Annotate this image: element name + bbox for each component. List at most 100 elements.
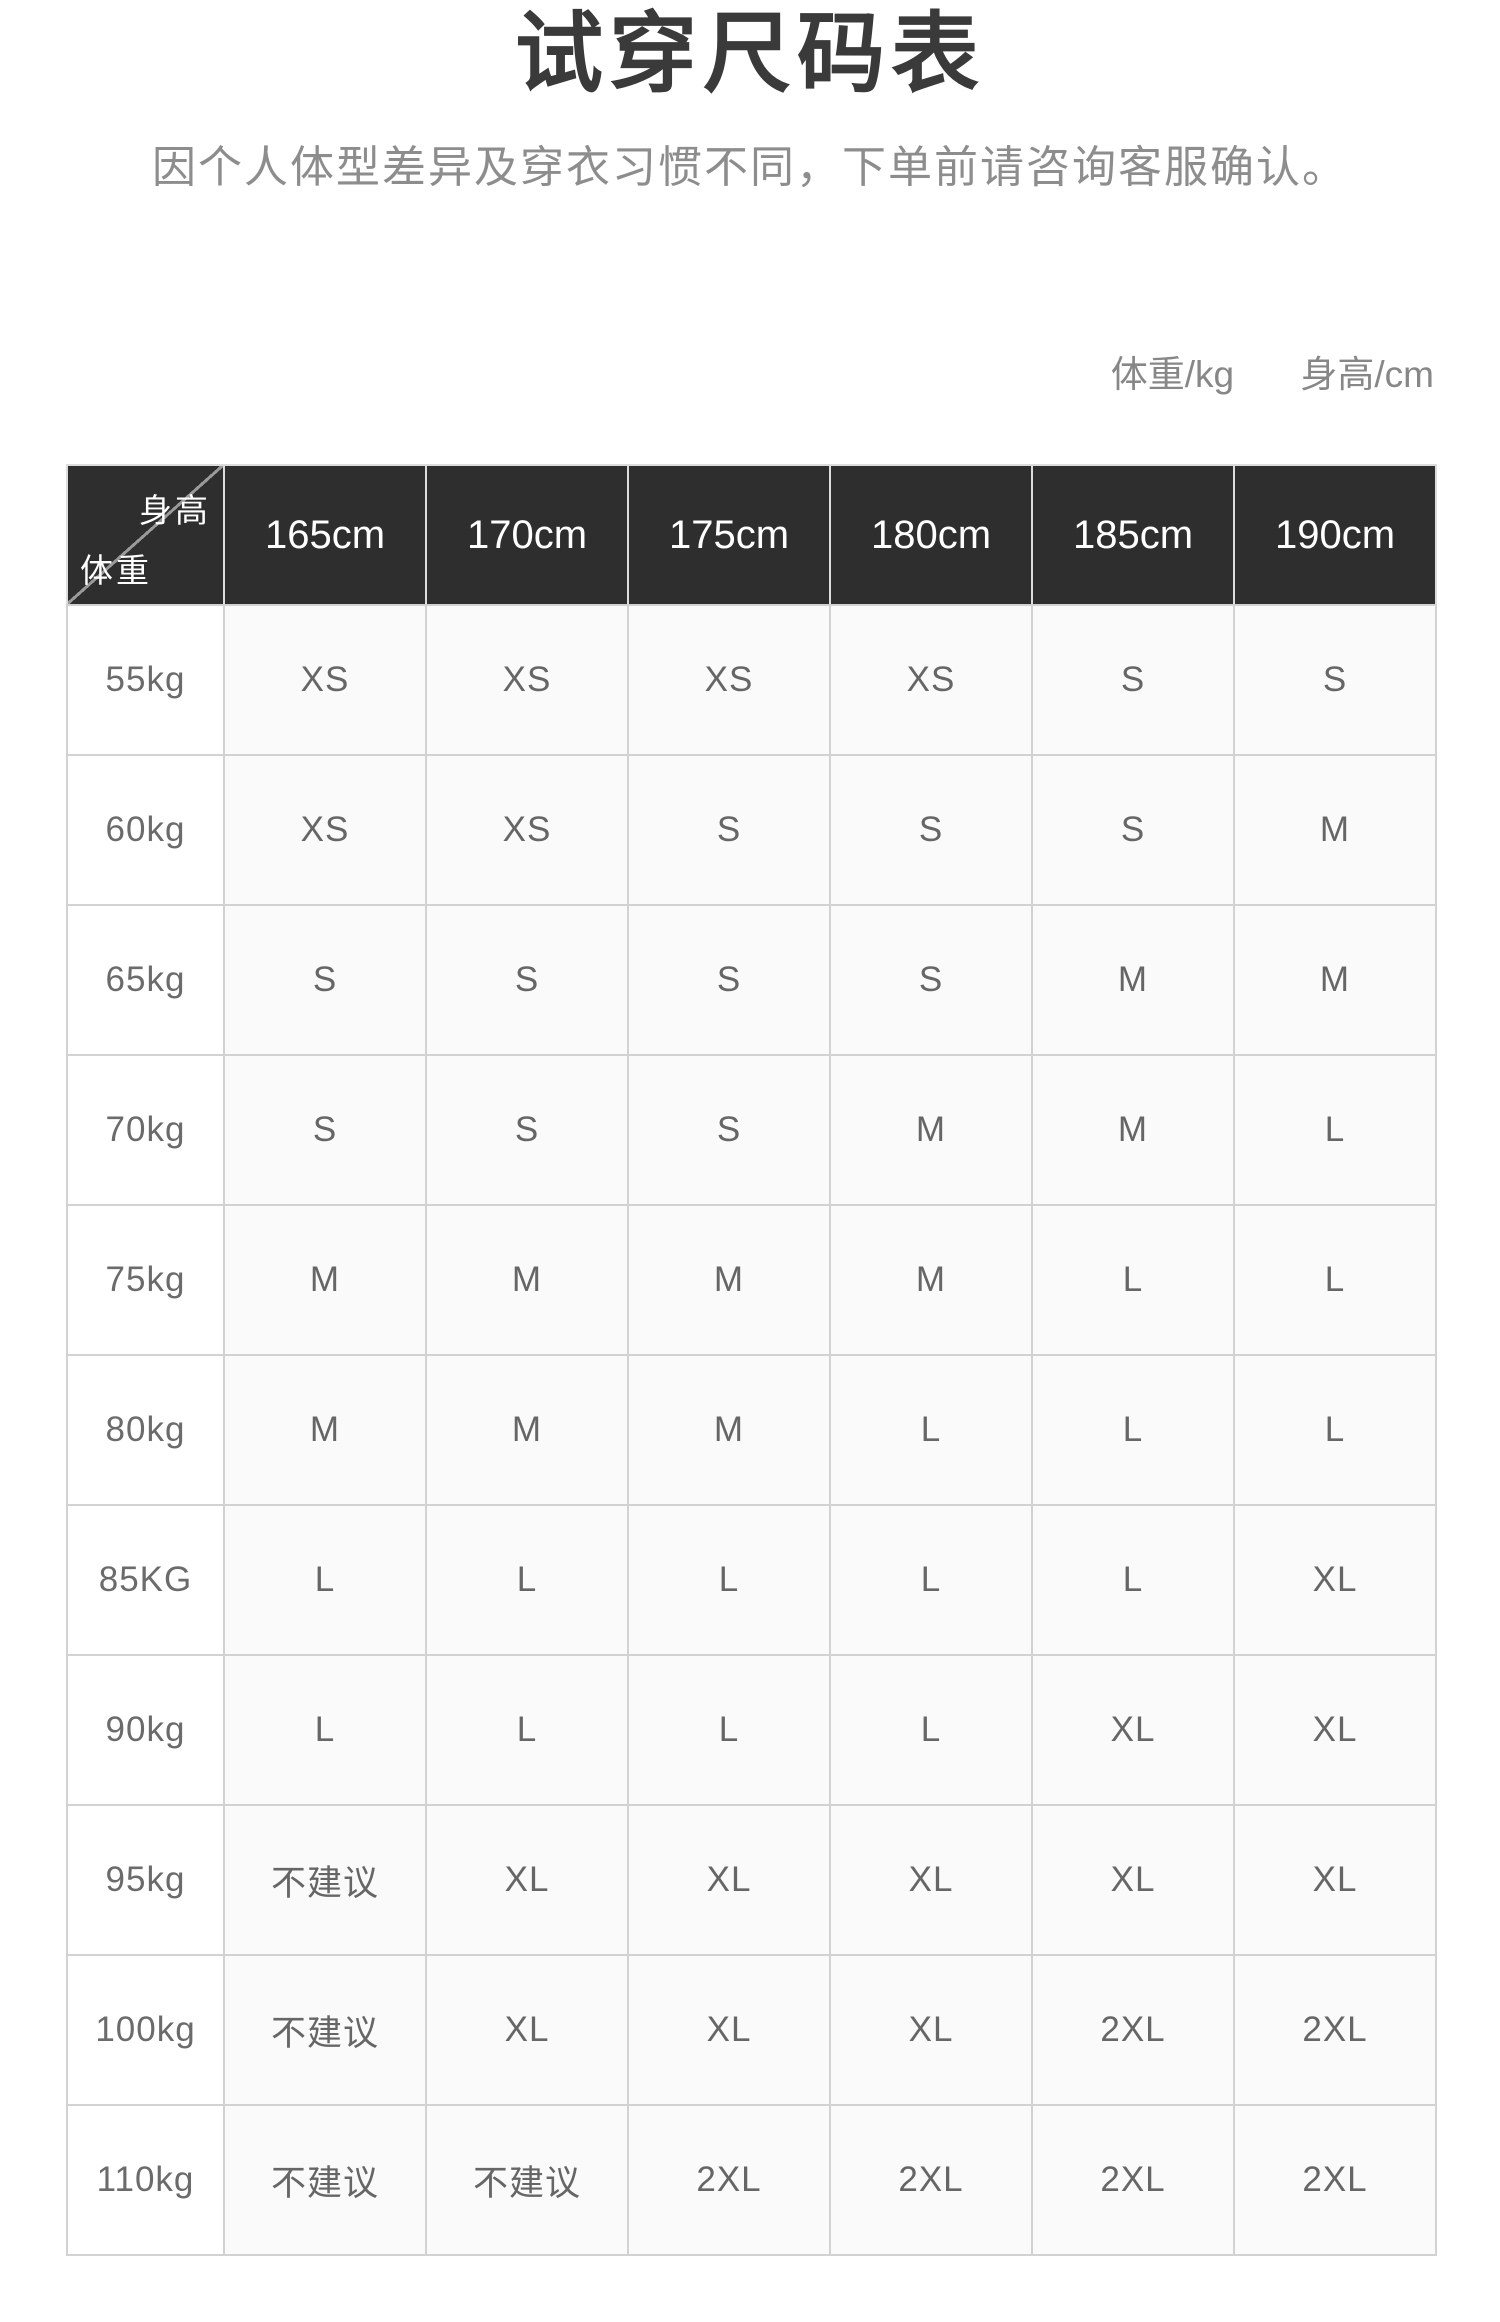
row-weight-label: 95kg [66, 1804, 225, 1956]
size-cell: XL [1031, 1654, 1235, 1806]
size-cell: S [1031, 754, 1235, 906]
size-cell: L [223, 1504, 427, 1656]
size-cell: 2XL [1233, 1954, 1437, 2106]
size-cell: S [425, 1054, 629, 1206]
row-weight-label: 75kg [66, 1204, 225, 1356]
size-cell: M [223, 1354, 427, 1506]
weight-unit-label: 体重/kg [1110, 354, 1235, 395]
size-cell: L [1031, 1504, 1235, 1656]
size-cell: L [425, 1654, 629, 1806]
size-cell: L [1233, 1204, 1437, 1356]
size-cell: 2XL [627, 2104, 831, 2256]
size-cell: XL [425, 1804, 629, 1956]
row-weight-label: 80kg [66, 1354, 225, 1506]
table-row: 100kg 不建议 XL XL XL 2XL 2XL [66, 1954, 1437, 2106]
size-cell: S [425, 904, 629, 1056]
height-unit-label: 身高/cm [1300, 354, 1434, 395]
table-row: 95kg 不建议 XL XL XL XL XL [66, 1804, 1437, 1956]
table-row: 80kg M M M L L L [66, 1354, 1437, 1506]
size-cell: XL [627, 1954, 831, 2106]
row-weight-label: 85KG [66, 1504, 225, 1656]
size-cell: L [627, 1504, 831, 1656]
size-cell: 2XL [1233, 2104, 1437, 2256]
row-weight-label: 55kg [66, 604, 225, 756]
size-cell: 不建议 [223, 2104, 427, 2256]
size-cell: M [1233, 904, 1437, 1056]
size-cell: S [829, 904, 1033, 1056]
size-cell: XS [425, 604, 629, 756]
size-cell: L [1031, 1354, 1235, 1506]
page-title: 试穿尺码表 [514, 4, 985, 103]
size-cell: XL [627, 1804, 831, 1956]
size-cell: M [627, 1354, 831, 1506]
row-weight-label: 100kg [66, 1954, 225, 2106]
row-weight-label: 90kg [66, 1654, 225, 1806]
size-cell: L [223, 1654, 427, 1806]
column-header: 170cm [425, 464, 629, 606]
size-cell: S [627, 904, 831, 1056]
size-cell: XS [425, 754, 629, 906]
size-cell: L [627, 1654, 831, 1806]
size-cell: L [1031, 1204, 1235, 1356]
size-cell: M [1031, 904, 1235, 1056]
size-cell: S [223, 1054, 427, 1206]
size-cell: XL [1233, 1804, 1437, 1956]
size-cell: M [829, 1054, 1033, 1206]
size-cell: XS [223, 604, 427, 756]
size-cell: XS [223, 754, 427, 906]
unit-labels: 体重/kg 身高/cm [0, 352, 1434, 398]
size-cell: 2XL [1031, 2104, 1235, 2256]
row-weight-label: 70kg [66, 1054, 225, 1206]
size-cell: M [425, 1204, 629, 1356]
size-cell: XL [1233, 1504, 1437, 1656]
size-cell: XL [829, 1804, 1033, 1956]
column-header: 175cm [627, 464, 831, 606]
size-cell: XL [1031, 1804, 1235, 1956]
column-header: 165cm [223, 464, 427, 606]
size-cell: L [1233, 1054, 1437, 1206]
size-cell: XL [1233, 1654, 1437, 1806]
size-cell: M [1031, 1054, 1235, 1206]
size-cell: S [627, 754, 831, 906]
size-cell: 不建议 [425, 2104, 629, 2256]
size-cell: L [829, 1354, 1033, 1506]
size-cell: XL [829, 1954, 1033, 2106]
corner-cell: 身高 体重 [66, 464, 225, 606]
table-row: 70kg S S S M M L [66, 1054, 1437, 1206]
size-cell: L [829, 1654, 1033, 1806]
page-subtitle: 因个人体型差异及穿衣习惯不同，下单前请咨询客服确认。 [152, 143, 1348, 192]
size-cell: 2XL [829, 2104, 1033, 2256]
size-cell: XS [627, 604, 831, 756]
table-row: 60kg XS XS S S S M [66, 754, 1437, 906]
size-cell: M [425, 1354, 629, 1506]
row-weight-label: 65kg [66, 904, 225, 1056]
corner-weight-label: 体重 [80, 552, 152, 589]
size-cell: S [627, 1054, 831, 1206]
size-cell: L [425, 1504, 629, 1656]
size-cell: L [829, 1504, 1033, 1656]
table-row: 65kg S S S S M M [66, 904, 1437, 1056]
column-header: 185cm [1031, 464, 1235, 606]
size-cell: 2XL [1031, 1954, 1235, 2106]
size-cell: S [829, 754, 1033, 906]
size-cell: 不建议 [223, 1804, 427, 1956]
size-cell: XS [829, 604, 1033, 756]
row-weight-label: 60kg [66, 754, 225, 906]
size-cell: 不建议 [223, 1954, 427, 2106]
header-row: 身高 体重 165cm 170cm 175cm 180cm 185cm 190c… [66, 464, 1437, 606]
table-row: 90kg L L L L XL XL [66, 1654, 1437, 1806]
table-row: 110kg 不建议 不建议 2XL 2XL 2XL 2XL [66, 2104, 1437, 2256]
size-chart-table: 身高 体重 165cm 170cm 175cm 180cm 185cm 190c… [66, 464, 1437, 2256]
size-cell: S [1233, 604, 1437, 756]
table-row: 55kg XS XS XS XS S S [66, 604, 1437, 756]
row-weight-label: 110kg [66, 2104, 225, 2256]
size-cell: XL [425, 1954, 629, 2106]
size-table-body: 55kg XS XS XS XS S S 60kg XS XS S S S M 65kg S S S S M M 70kg… [66, 604, 1437, 2256]
table-row: 85KG L L L L L XL [66, 1504, 1437, 1656]
corner-height-label: 身高 [139, 492, 211, 529]
size-cell: M [223, 1204, 427, 1356]
size-cell: M [627, 1204, 831, 1356]
column-header: 180cm [829, 464, 1033, 606]
size-cell: S [1031, 604, 1235, 756]
